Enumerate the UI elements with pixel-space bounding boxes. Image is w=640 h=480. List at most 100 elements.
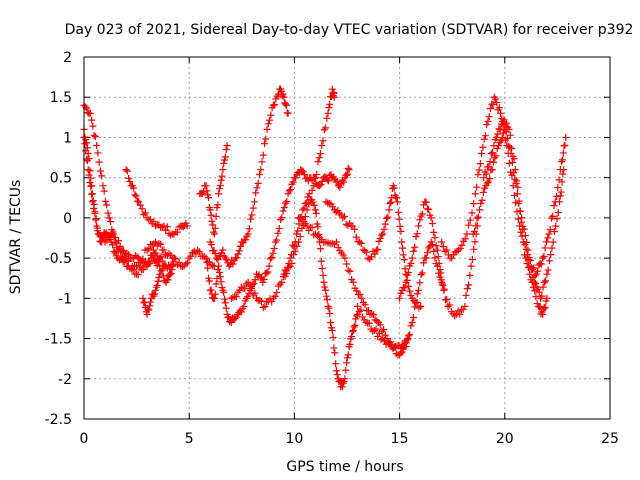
data-point-sat-j [299, 206, 307, 214]
data-point-sat-m [384, 339, 392, 347]
data-point-sat-g [270, 244, 278, 252]
data-point-sat-b [172, 255, 180, 263]
data-point-sat-b [182, 260, 190, 268]
data-point-sat-k [303, 222, 311, 230]
data-point-sat-d [116, 242, 124, 250]
data-point-sat-b [189, 249, 197, 257]
data-point-sat-h [242, 236, 250, 244]
data-point-sat-g [264, 268, 272, 276]
data-point-sat-c [126, 177, 134, 185]
data-point-sat-q [547, 251, 555, 259]
data-point-sat-q [530, 278, 538, 286]
data-point-sat-g [285, 187, 293, 195]
data-point-sat-o [448, 254, 456, 262]
data-point-sat-g [336, 183, 344, 191]
data-point-sat-h [247, 215, 255, 223]
data-point-sat-b [143, 246, 151, 254]
data-point-sat-g [210, 294, 218, 302]
data-point-sat-g [203, 258, 211, 266]
data-point-sat-j [343, 359, 351, 367]
data-point-sat-j [348, 333, 356, 341]
data-point-sat-g [292, 174, 300, 182]
data-point-sat-j [290, 243, 298, 251]
data-point-sat-d [125, 251, 133, 259]
data-point-sat-p [488, 166, 496, 174]
data-point-sat-d [81, 140, 89, 148]
data-point-sat-d [88, 198, 96, 206]
data-point-sat-p [477, 199, 485, 207]
data-point-sat-o [481, 132, 489, 140]
data-point-sat-m [417, 271, 425, 279]
data-point-sat-d [158, 257, 166, 265]
data-point-sat-l [357, 239, 365, 247]
data-point-sat-q [534, 285, 542, 293]
x-tick-label: 5 [185, 431, 194, 447]
data-point-sat-b [207, 261, 215, 269]
data-point-sat-j [309, 198, 317, 206]
data-point-sat-n [425, 205, 433, 213]
data-point-sat-p [503, 134, 511, 142]
data-point-sat-h [235, 247, 243, 255]
data-point-sat-p [546, 226, 554, 234]
data-point-sat-n [465, 281, 473, 289]
data-point-sat-i [323, 114, 331, 122]
data-point-sat-p [511, 175, 519, 183]
data-point-sat-h [214, 256, 222, 264]
data-point-sat-p [473, 214, 481, 222]
y-tick-label: -2.5 [45, 412, 72, 428]
data-point-sat-l [356, 238, 364, 246]
data-point-sat-b [157, 240, 165, 248]
data-point-sat-k [368, 310, 376, 318]
data-point-sat-q [520, 225, 528, 233]
data-point-sat-j [329, 333, 337, 341]
data-point-sat-q [510, 155, 518, 163]
data-point-sat-q [508, 145, 516, 153]
data-point-sat-e [143, 310, 151, 318]
data-point-sat-n [466, 271, 474, 279]
data-point-sat-n [415, 222, 423, 230]
data-point-sat-a [100, 187, 108, 195]
data-point-sat-e [145, 306, 153, 314]
data-point-sat-p [486, 175, 494, 183]
data-point-sat-h [248, 211, 256, 219]
data-point-sat-h [258, 158, 266, 166]
data-point-sat-d [85, 171, 93, 179]
data-point-sat-q [553, 215, 561, 223]
data-point-sat-e [146, 298, 154, 306]
data-point-sat-p [558, 158, 566, 166]
data-point-sat-m [375, 329, 383, 337]
data-point-sat-d [84, 166, 92, 174]
data-point-sat-h [253, 184, 261, 192]
data-point-sat-l [332, 208, 340, 216]
data-point-sat-m [372, 325, 380, 333]
data-point-sat-d [109, 230, 117, 238]
data-point-sat-c [135, 198, 143, 206]
data-point-sat-j [317, 257, 325, 265]
data-point-sat-j [332, 360, 340, 368]
data-point-sat-l [385, 206, 393, 214]
x-tick-labels: 0 5 10 15 20 25 [80, 431, 619, 447]
data-point-sat-h [252, 189, 260, 197]
data-point-sat-p [537, 260, 545, 268]
data-point-sat-j [320, 278, 328, 286]
data-point-sat-d [152, 249, 160, 257]
data-point-sat-n [446, 301, 454, 309]
data-point-sat-m [391, 343, 399, 351]
data-point-sat-b [160, 246, 168, 254]
data-point-sat-c [163, 223, 171, 231]
data-point-sat-n [444, 302, 452, 310]
data-point-sat-a [105, 214, 113, 222]
data-point-sat-h [249, 204, 257, 212]
data-point-sat-d [115, 237, 123, 245]
data-point-sat-j [354, 310, 362, 318]
data-point-sat-f [210, 228, 218, 236]
data-point-sat-n [428, 220, 436, 228]
data-point-sat-n [440, 285, 448, 293]
y-tick-label: 0 [63, 211, 72, 227]
data-point-sat-c [130, 184, 138, 192]
data-point-sat-l [378, 231, 386, 239]
data-point-sat-i [268, 298, 276, 306]
data-point-sat-q [550, 227, 558, 235]
data-point-sat-k [344, 266, 352, 274]
